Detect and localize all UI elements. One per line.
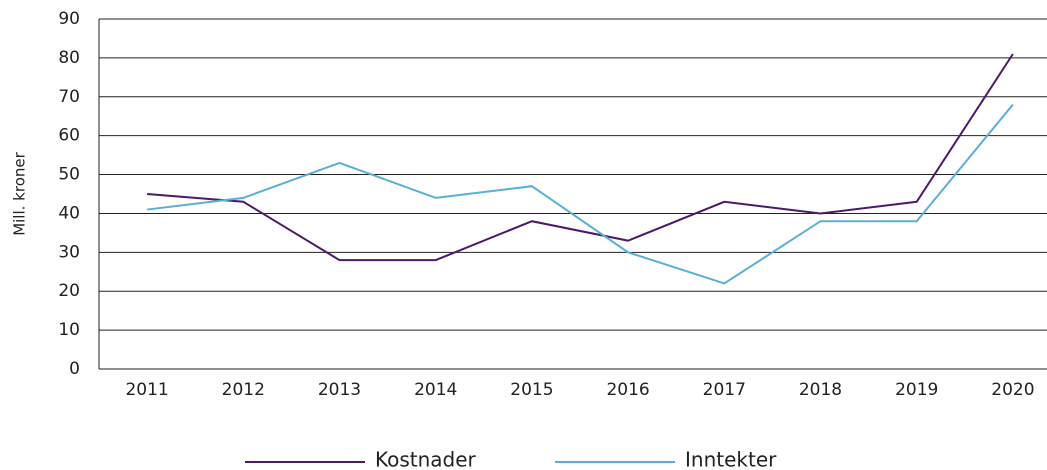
y-tick-label: 70 xyxy=(58,87,80,107)
legend-label: Inntekter xyxy=(685,448,777,470)
y-tick-label: 30 xyxy=(58,242,80,262)
series-line xyxy=(147,53,1014,262)
x-tick-label: 2013 xyxy=(318,380,361,400)
y-axis-label: Mill. kroner xyxy=(11,151,29,235)
y-tick-label: 50 xyxy=(58,165,80,185)
x-tick-label: 2012 xyxy=(222,380,265,400)
x-tick-label: 2018 xyxy=(799,380,842,400)
x-tick-label: 2011 xyxy=(125,380,168,400)
x-tick-label: 2015 xyxy=(510,380,553,400)
y-tick-label: 60 xyxy=(58,126,80,146)
y-tick-label: 0 xyxy=(69,359,80,379)
x-tick-label: 2014 xyxy=(414,380,457,400)
x-tick-label: 2017 xyxy=(703,380,746,400)
x-tick-label: 2016 xyxy=(606,380,649,400)
legend-label: Kostnader xyxy=(375,448,477,470)
y-tick-label: 80 xyxy=(58,48,80,68)
y-tick-label: 90 xyxy=(58,9,80,29)
y-tick-label: 40 xyxy=(58,203,80,223)
series-line xyxy=(146,103,1014,285)
y-tick-label: 20 xyxy=(58,281,80,301)
x-tick-label: 2020 xyxy=(991,380,1034,400)
y-tick-label: 10 xyxy=(58,320,80,340)
x-tick-label: 2019 xyxy=(895,380,938,400)
